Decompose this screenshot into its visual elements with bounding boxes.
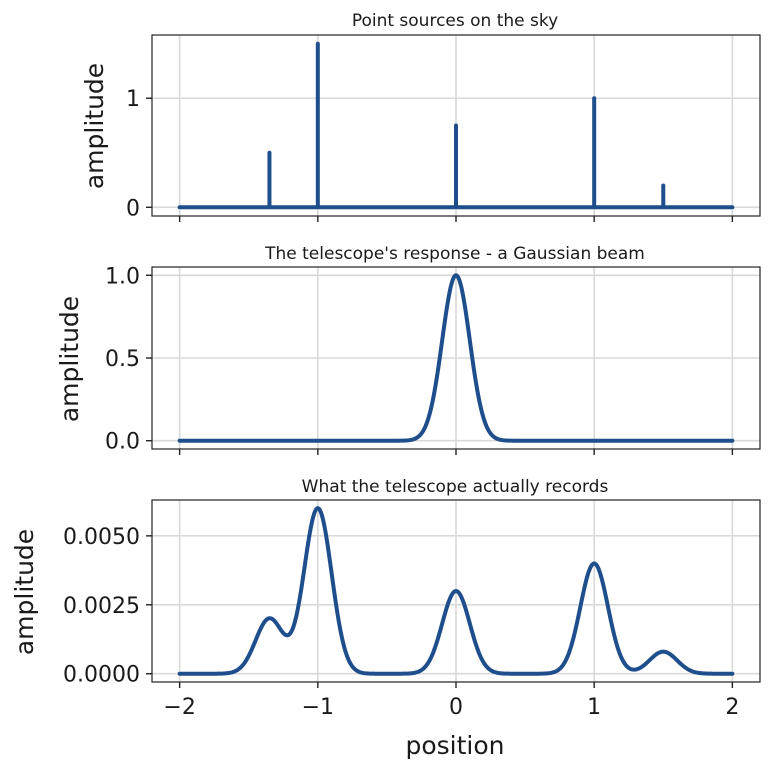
y-axis-label: amplitude (10, 529, 39, 655)
series-group (177, 506, 735, 676)
panel-point-sources: Point sources on the sky 01 amplitude (80, 11, 761, 222)
y-tick-label: 0 (126, 196, 140, 221)
y-axis-label: amplitude (55, 296, 84, 422)
x-axis-label: position (405, 731, 504, 760)
x-tick-label: 0 (449, 695, 463, 720)
grid (152, 267, 760, 449)
series-group (177, 273, 735, 443)
y-tick-label: 0.0 (105, 430, 140, 455)
series-group (177, 41, 735, 210)
panel-recorded-signal: What the telescope actually records −2 −1… (10, 477, 761, 760)
x-tick-label: 2 (725, 695, 739, 720)
panel-gaussian-beam: The telescope's response - a Gaussian be… (55, 244, 761, 455)
series-line (177, 273, 735, 443)
y-tick-label: 0.0000 (63, 663, 140, 688)
y-tick-label: 0.5 (105, 347, 140, 372)
series-line (177, 41, 735, 210)
y-axis-label: amplitude (80, 63, 109, 189)
x-tick-label: 1 (587, 695, 601, 720)
series-line (177, 506, 735, 676)
x-tick-label: −1 (302, 695, 334, 720)
y-tick-label: 1 (126, 87, 140, 112)
y-tick-label: 0.0025 (63, 594, 140, 619)
ticks: 01 (126, 87, 734, 222)
ticks: −2 −1 0 1 2 0.0000 0.0025 0.0050 (63, 525, 739, 720)
y-tick-label: 0.0050 (63, 525, 140, 550)
ticks: 0.0 0.5 1.0 (105, 264, 734, 455)
y-tick-label: 1.0 (105, 264, 140, 289)
grid (152, 500, 760, 682)
panel-title: The telescope's response - a Gaussian be… (264, 244, 645, 264)
panel-title: Point sources on the sky (352, 11, 558, 31)
x-tick-label: −2 (163, 695, 195, 720)
panel-title: What the telescope actually records (302, 477, 609, 497)
